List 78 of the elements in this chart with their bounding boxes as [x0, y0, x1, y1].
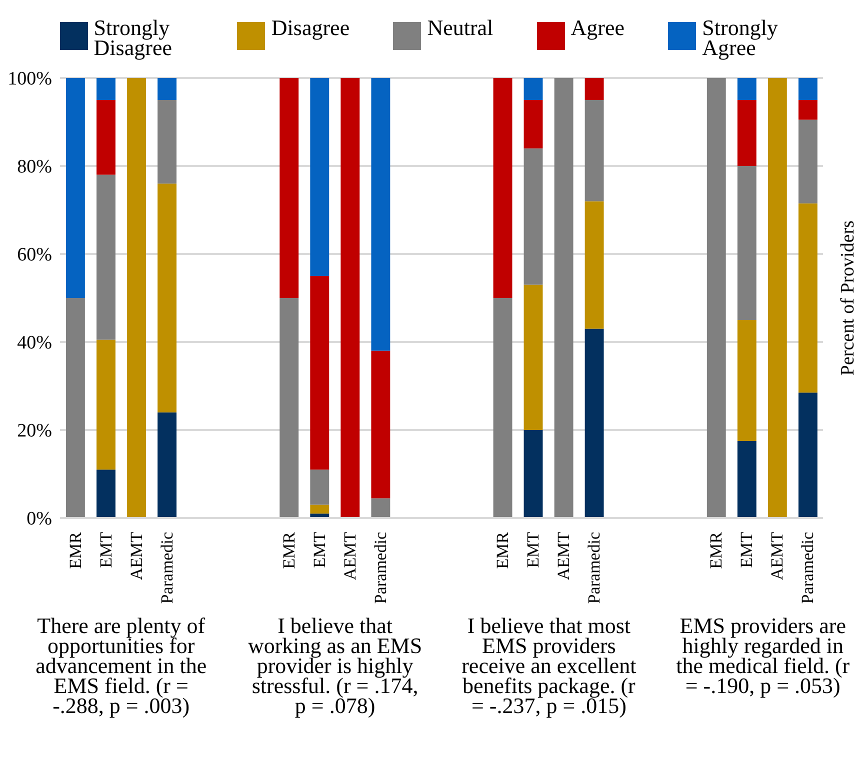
bar	[554, 78, 574, 518]
x-tick-label: AEMT	[126, 531, 146, 580]
bar	[584, 100, 604, 202]
bar	[96, 470, 116, 518]
bar	[737, 100, 756, 166]
bar	[158, 100, 177, 184]
y-tick-label: 20%	[17, 420, 52, 442]
y-tick-label: 40%	[17, 332, 52, 354]
bar	[96, 340, 116, 470]
legend-label: Strongly Disagree	[94, 15, 173, 60]
bar	[66, 298, 85, 518]
bar	[584, 78, 604, 100]
text: I believe that most EMS providers receive an excellent benefits package. (r = -.237, p = .015)	[460, 613, 638, 718]
x-tick-label: Paramedic	[157, 532, 176, 604]
x-tick-label: EMR	[279, 531, 298, 569]
bar	[371, 78, 390, 351]
y-axis-title: Percent of Providers	[838, 220, 859, 376]
bar	[798, 100, 818, 120]
bar	[280, 298, 299, 518]
bar	[310, 470, 330, 505]
bar	[524, 284, 543, 430]
bar	[310, 78, 330, 276]
bar	[96, 174, 116, 340]
legend-label: Disagree	[271, 15, 350, 40]
bar	[706, 78, 726, 518]
y-tick-label: 60%	[17, 244, 52, 266]
x-tick-label: EMR	[66, 531, 85, 569]
bar	[96, 100, 116, 175]
x-tick-label: EMT	[524, 531, 543, 568]
bar	[371, 498, 390, 518]
y-tick-label: 80%	[17, 156, 52, 178]
bar	[280, 78, 299, 298]
legend-label: Strongly Agree	[702, 15, 779, 60]
legend-label: Agree	[570, 15, 625, 40]
x-tick-label: Paramedic	[798, 532, 818, 604]
bar	[798, 78, 818, 100]
x-tick-label: AEMT	[340, 531, 360, 580]
x-tick-label: Paramedic	[584, 532, 604, 604]
bar	[310, 276, 330, 470]
bar	[737, 320, 756, 441]
bar	[584, 201, 604, 329]
bar	[524, 148, 543, 285]
bar	[524, 100, 543, 148]
bar	[737, 166, 756, 320]
y-tick-label: 100%	[8, 68, 52, 90]
bar	[584, 328, 604, 518]
bar	[737, 441, 756, 518]
bar	[66, 78, 85, 298]
x-tick-label: EMR	[493, 531, 512, 569]
x-tick-label: AEMT	[768, 531, 787, 580]
text: EMS providers are highly regarded in the medical field. (r = -.190, p = .053)	[675, 613, 851, 698]
bar	[158, 78, 177, 100]
bar	[310, 504, 330, 514]
x-tick-label: Paramedic	[370, 532, 390, 604]
x-tick-label: EMT	[310, 531, 329, 568]
bar	[493, 78, 512, 298]
bar	[798, 120, 818, 204]
bar	[524, 78, 543, 100]
bar	[371, 350, 390, 498]
bar	[798, 392, 818, 518]
x-tick-label: EMT	[96, 531, 116, 568]
x-tick-label: AEMT	[554, 531, 574, 580]
x-tick-label: EMR	[706, 531, 726, 569]
bar	[158, 184, 177, 412]
bar	[127, 78, 146, 518]
legend-label: Neutral	[427, 15, 494, 40]
bar	[737, 78, 756, 100]
bar	[768, 78, 787, 518]
bar	[493, 298, 512, 518]
bar	[340, 78, 360, 518]
text: There are plenty of opportunities for advancement in the EMS field. (r = -.288, p = .003)	[34, 613, 208, 718]
bar	[524, 430, 543, 518]
bar	[158, 412, 177, 518]
y-tick-label: 0%	[26, 508, 52, 530]
text: I believe that working as an EMS provider is highly stressful. (r = .174, p = .078)	[246, 613, 424, 718]
bar	[96, 78, 116, 100]
x-tick-label: EMT	[737, 531, 756, 568]
bar	[798, 203, 818, 393]
